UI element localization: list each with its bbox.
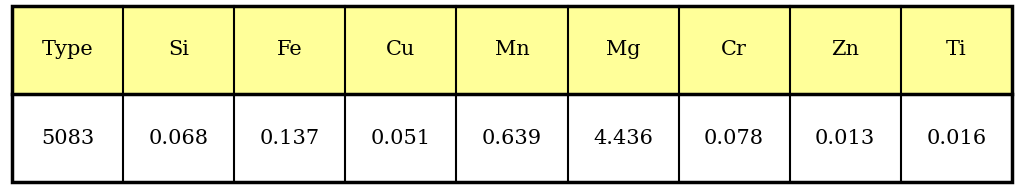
Text: 0.016: 0.016 [926,129,986,148]
Text: Fe: Fe [278,40,303,59]
Bar [12,6,1012,94]
Text: 0.137: 0.137 [260,129,319,148]
Text: Type: Type [42,40,93,59]
Text: 0.078: 0.078 [705,129,764,148]
Text: 0.068: 0.068 [148,129,209,148]
Text: Mg: Mg [606,40,640,59]
Text: 0.639: 0.639 [482,129,542,148]
Text: Si: Si [168,40,189,59]
Text: Ti: Ti [946,40,967,59]
Text: 4.436: 4.436 [593,129,653,148]
Text: 0.051: 0.051 [371,129,431,148]
Bar [12,94,1012,182]
Text: 5083: 5083 [41,129,94,148]
Text: Zn: Zn [831,40,859,59]
Text: 0.013: 0.013 [815,129,876,148]
Text: Cr: Cr [721,40,748,59]
Text: Mn: Mn [495,40,529,59]
Text: Cu: Cu [386,40,416,59]
